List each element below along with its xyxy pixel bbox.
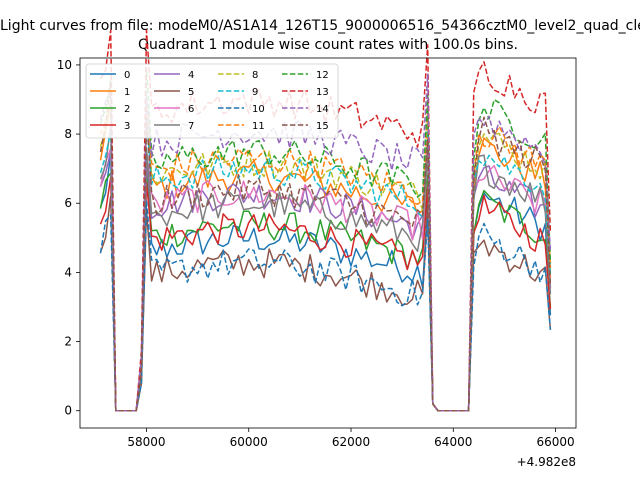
chart-title: Quadrant 1 module wise count rates with … — [138, 37, 518, 53]
y-tick-label: 4 — [64, 265, 72, 279]
y-tick-label: 6 — [64, 196, 72, 210]
series-line-11 — [99, 101, 552, 412]
x-tick-label: 64000 — [434, 435, 472, 449]
series-line-5 — [99, 195, 552, 412]
x-tick-label: 62000 — [332, 435, 370, 449]
series-line-7 — [99, 124, 552, 412]
legend-label-5: 5 — [188, 87, 194, 98]
legend-label-2: 2 — [124, 104, 130, 115]
legend-label-0: 0 — [124, 70, 130, 81]
series-line-2 — [99, 172, 552, 412]
legend-label-3: 3 — [124, 121, 130, 132]
y-axis: 0 2 4 6 8 10 — [57, 58, 80, 418]
legend-label-9: 9 — [252, 87, 258, 98]
y-tick-label: 2 — [64, 335, 72, 349]
legend-label-8: 8 — [252, 70, 258, 81]
legend-box — [85, 63, 339, 139]
series-line-15 — [99, 80, 552, 412]
y-tick-label: 8 — [64, 127, 72, 141]
legend-label-11: 11 — [252, 121, 265, 132]
series-line-1 — [99, 103, 552, 412]
legend-label-13: 13 — [316, 87, 329, 98]
series-line-9 — [99, 115, 552, 412]
series-line-10 — [99, 200, 552, 412]
legend-label-7: 7 — [188, 121, 194, 132]
plot-frame — [79, 57, 577, 429]
legend-label-15: 15 — [316, 121, 329, 132]
y-tick-label: 0 — [64, 404, 72, 418]
x-tick-label: 60000 — [230, 435, 268, 449]
x-tick-label: 58000 — [127, 435, 165, 449]
x-axis: 58000 60000 62000 64000 66000 — [127, 428, 575, 449]
legend-label-14: 14 — [316, 104, 329, 115]
series-line-12 — [99, 67, 552, 412]
series-line-8 — [99, 101, 552, 412]
legend-label-4: 4 — [188, 70, 194, 81]
series-layer — [99, 29, 552, 412]
legend-label-10: 10 — [252, 104, 265, 115]
legend-label-12: 12 — [316, 70, 329, 81]
legend-label-6: 6 — [188, 104, 194, 115]
series-line-14 — [99, 73, 552, 412]
legend-label-1: 1 — [124, 87, 130, 98]
y-tick-label: 10 — [57, 58, 72, 72]
series-line-3 — [99, 176, 552, 412]
figure-suptitle: Light curves from file: modeM0/AS1A14_12… — [0, 18, 640, 34]
x-offset-label: +4.982e8 — [517, 455, 576, 469]
x-tick-label: 66000 — [536, 435, 574, 449]
